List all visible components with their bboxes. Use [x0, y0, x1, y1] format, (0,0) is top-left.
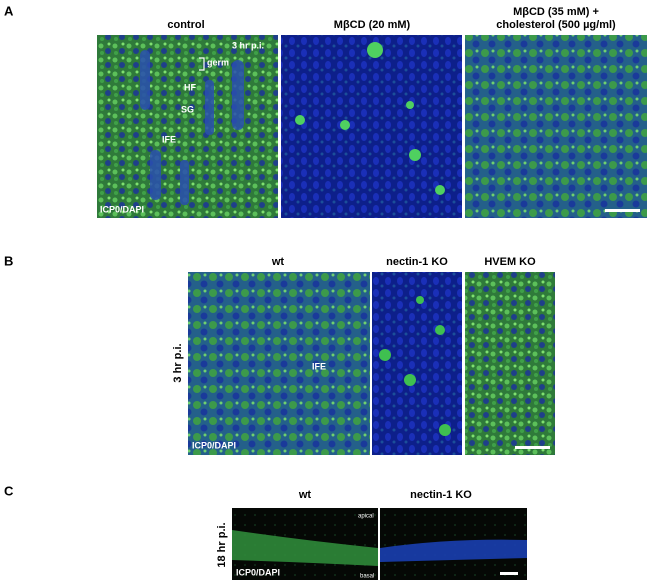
row-label: 3 hr p.i. — [172, 343, 184, 382]
follicles — [140, 50, 244, 205]
micrograph — [281, 35, 462, 218]
bracket — [199, 57, 205, 71]
column-title: wt — [298, 489, 312, 501]
epidermis — [232, 530, 378, 566]
annotation: basal — [360, 574, 374, 580]
timepoint: 3 hr p.i. — [232, 40, 264, 50]
column-title: MβCD (35 mM) + — [513, 6, 599, 18]
column-title: cholesterol (500 µg/ml) — [496, 19, 616, 31]
column-title: MβCD (20 mM) — [334, 19, 411, 31]
stain-label: ICP0/DAPI — [236, 567, 280, 577]
annotation: apical — [358, 514, 374, 520]
infected-cells — [379, 296, 451, 436]
stain-label: ICP0/DAPI — [100, 204, 144, 214]
annotation: HF — [184, 82, 196, 92]
annotation: IFE — [312, 361, 326, 371]
stain-label: ICP0/DAPI — [192, 440, 236, 450]
column-title: control — [167, 19, 204, 31]
micrograph — [465, 272, 555, 455]
epidermis — [380, 539, 527, 562]
column-title: nectin-1 KO — [410, 489, 472, 501]
annotation: SG — [181, 104, 194, 114]
infected-cells — [295, 42, 445, 195]
column-title: nectin-1 KO — [386, 256, 448, 268]
annotation: IFE — [162, 134, 176, 144]
micrograph — [465, 35, 647, 218]
row-label: 18 hr p.i. — [216, 522, 228, 567]
panel-label: C — [4, 483, 14, 498]
scale-bar — [515, 446, 550, 449]
column-title: wt — [271, 256, 285, 268]
scale-bar — [605, 209, 640, 212]
panel-label: A — [4, 3, 14, 18]
micrograph — [188, 272, 370, 455]
annotation: germ — [207, 57, 229, 67]
scale-bar — [500, 572, 518, 575]
column-title: HVEM KO — [484, 256, 536, 268]
panel-label: B — [4, 253, 13, 268]
